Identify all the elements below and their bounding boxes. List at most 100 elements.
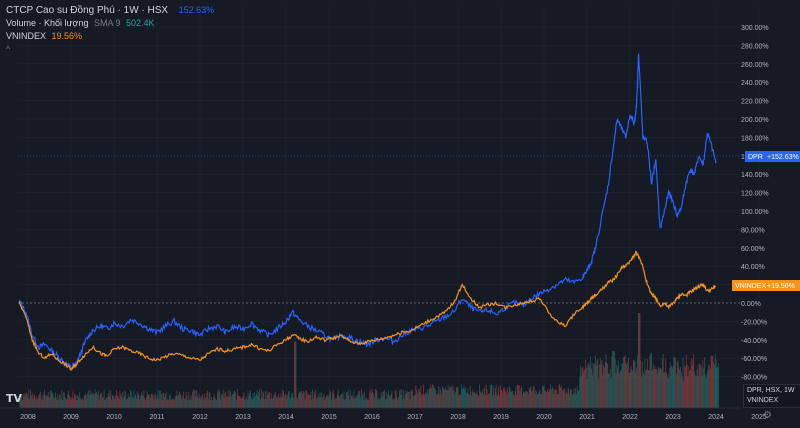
volume-bar xyxy=(27,398,29,408)
volume-bar xyxy=(350,396,352,408)
volume-bar xyxy=(563,389,565,408)
volume-bar xyxy=(197,396,198,408)
symbol-title[interactable]: CTCP Cao su Đồng Phú · 1W · HSX xyxy=(6,5,169,16)
volume-bar xyxy=(223,397,225,408)
volume-bar xyxy=(288,391,290,408)
volume-bar xyxy=(475,393,476,408)
volume-bar xyxy=(626,364,628,408)
volume-bar xyxy=(651,352,652,408)
volume-bar xyxy=(380,391,382,408)
volume-bar xyxy=(137,394,139,408)
volume-bar xyxy=(709,365,710,408)
legend-collapse[interactable]: ^ xyxy=(6,43,214,56)
volume-bar xyxy=(522,391,524,408)
volume-bar xyxy=(581,367,583,408)
volume-bar xyxy=(680,366,681,408)
volume-bar xyxy=(364,391,366,408)
volume-bar xyxy=(131,397,133,408)
volume-bar xyxy=(107,396,108,408)
volume-bar xyxy=(665,358,667,408)
volume-bar xyxy=(386,398,388,408)
volume-bar xyxy=(92,394,93,408)
volume-bar xyxy=(54,397,55,408)
volume-bar xyxy=(135,398,137,408)
volume-bar xyxy=(212,400,213,408)
volume-bar xyxy=(272,399,274,408)
volume-bar xyxy=(127,393,129,408)
volume-bar xyxy=(468,394,470,408)
volume-bar xyxy=(206,393,208,408)
volume-bar xyxy=(83,395,85,408)
volume-bar xyxy=(479,391,481,408)
volume-bar xyxy=(490,384,492,408)
x-tick-label: 2014 xyxy=(278,414,294,421)
volume-bar xyxy=(217,389,219,408)
volume-bar xyxy=(463,385,465,408)
volume-bar xyxy=(379,399,380,408)
volume-bar xyxy=(703,368,705,408)
chevron-up-icon[interactable]: ^ xyxy=(6,44,11,54)
volume-bar xyxy=(473,392,475,408)
volume-bar xyxy=(508,386,510,408)
volume-bar xyxy=(586,379,588,408)
compare-name: VNINDEX xyxy=(6,31,47,41)
volume-bar xyxy=(389,395,391,408)
volume-bar xyxy=(219,392,221,408)
volume-bar xyxy=(690,358,692,408)
volume-bar xyxy=(427,393,429,408)
legend-title-row[interactable]: CTCP Cao su Đồng Phú · 1W · HSX 152.63% xyxy=(6,4,214,17)
time-axis[interactable]: 2008 2009 2010 2011 2012 2013 2014 2015 2016 2017… xyxy=(0,407,767,421)
legend-compare-row[interactable]: VNINDEX 19.56% xyxy=(6,30,214,43)
volume-bar xyxy=(582,366,584,408)
gear-icon[interactable]: ⚙ xyxy=(763,410,772,421)
tradingview-logo[interactable]: TV xyxy=(6,392,23,405)
volume-bar xyxy=(230,391,232,408)
volume-bar xyxy=(683,380,685,408)
volume-bar xyxy=(718,363,719,408)
volume-bar xyxy=(692,359,694,408)
volume-bar xyxy=(258,392,260,408)
dpr-price-tag-bg xyxy=(745,151,800,162)
volume-bar xyxy=(359,391,361,408)
volume-bar xyxy=(459,394,461,408)
volume-bar xyxy=(152,394,154,408)
volume-bar xyxy=(62,400,64,408)
legend-volume-row[interactable]: Volume · Khối lượng SMA 9 502.4K xyxy=(6,17,214,30)
symbol-change: 152.63% xyxy=(178,5,215,15)
volume-bar xyxy=(701,375,703,408)
y-tick-label: 140.00% xyxy=(741,172,769,179)
volume-bar xyxy=(344,400,346,408)
volume-bar xyxy=(571,394,573,408)
volume-bar xyxy=(326,395,327,408)
volume-bar xyxy=(226,395,227,408)
volume-bar xyxy=(613,351,615,408)
volume-bar xyxy=(207,398,209,408)
volume-bar xyxy=(594,363,595,408)
volume-bar xyxy=(599,364,600,408)
volume-bar xyxy=(88,395,90,408)
volume-bar xyxy=(381,396,383,408)
volume-bar xyxy=(149,394,151,408)
volume-bar xyxy=(398,391,400,408)
volume-bar xyxy=(281,397,283,408)
volume-bar xyxy=(506,394,508,408)
volume-bar xyxy=(123,390,125,408)
volume-bar xyxy=(163,393,165,408)
volume-bar xyxy=(474,392,476,408)
volume-bar xyxy=(200,399,202,408)
volume-bar xyxy=(479,384,480,408)
volume-bar xyxy=(338,395,340,408)
x-tick-label: 2013 xyxy=(235,414,251,421)
volume-bar xyxy=(597,358,599,408)
volume-bar xyxy=(320,397,322,408)
volume-bar xyxy=(21,395,22,408)
volume-bar xyxy=(337,389,339,408)
volume-bar xyxy=(339,397,341,408)
price-axis[interactable]: 300.00% 280.00% 260.00% 240.00% 220.00% 200.0… xyxy=(741,25,769,382)
volume-bar xyxy=(595,365,597,408)
volume-bar xyxy=(314,395,316,408)
volume-bar xyxy=(382,391,384,408)
volume-bar xyxy=(558,384,560,408)
volume-bar xyxy=(211,397,213,408)
